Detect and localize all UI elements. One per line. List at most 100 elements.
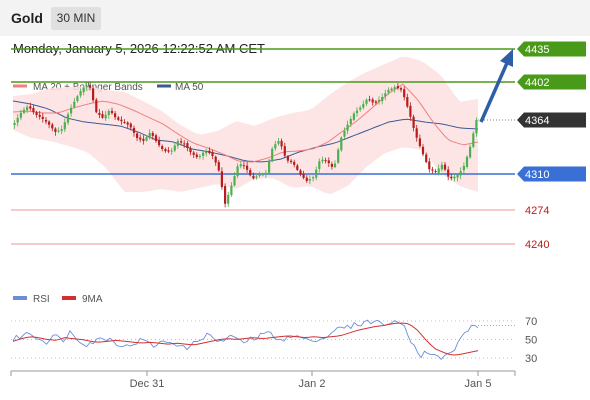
candle-body [107, 111, 110, 115]
candle-body [92, 88, 95, 101]
candle-body [164, 149, 167, 152]
candle-body [239, 164, 242, 167]
candle-body [299, 170, 302, 175]
candle-body [428, 161, 431, 170]
level-badge-label-4435: 4435 [525, 44, 549, 56]
ma50-line [12, 100, 479, 163]
candle-body [54, 128, 57, 132]
candle-body [472, 133, 475, 147]
candle-body [268, 160, 271, 173]
candle-body [208, 150, 211, 154]
level-badge-label-4364: 4364 [525, 115, 549, 127]
level-label-4274: 4274 [525, 205, 549, 217]
rsi-ma-line [12, 322, 479, 356]
candle-body [176, 141, 179, 146]
x-axis-tick-label: Dec 31 [130, 378, 165, 390]
level-label-4240: 4240 [525, 239, 549, 251]
candle-body [421, 146, 425, 155]
candle-body [415, 128, 418, 138]
candle-body [459, 171, 462, 176]
forecast-arrow-head [500, 49, 513, 67]
candle-body [302, 173, 305, 178]
candle-body [255, 176, 258, 178]
candle-body [293, 162, 296, 165]
candle-body [475, 120, 478, 134]
candle-body [70, 107, 73, 114]
candle-body [340, 137, 343, 151]
rsi-tick-50: 50 [525, 335, 537, 347]
candle-body [57, 130, 60, 132]
candle-body [396, 86, 399, 89]
rsi-line [12, 319, 479, 360]
candle-body [261, 173, 264, 176]
candle-body [406, 97, 409, 107]
candle-body [63, 122, 66, 130]
rsi-tick-30: 30 [525, 353, 537, 365]
candle-body [286, 156, 289, 161]
timeframe-button[interactable]: 30 MIN [51, 7, 101, 30]
candle-body [230, 185, 233, 196]
candle-body [85, 86, 88, 88]
candle-body [186, 143, 189, 148]
candle-body [456, 174, 459, 178]
candle-body [264, 172, 267, 175]
legend-label-ma50: MA 50 [175, 82, 204, 93]
rsi-tick-70: 70 [525, 316, 537, 328]
legend-swatch-rsi [13, 296, 27, 300]
candle-body [305, 177, 308, 181]
candle-body [349, 119, 352, 124]
candle-body [330, 164, 333, 167]
candle-body [173, 145, 176, 151]
candle-body [167, 150, 170, 152]
candle-body [136, 133, 139, 139]
candle-body [242, 165, 245, 167]
candle-body [315, 169, 318, 178]
candle-body [117, 117, 120, 120]
candle-body [76, 96, 79, 101]
candle-body [431, 169, 434, 171]
candle-body [145, 137, 148, 141]
candle-body [224, 186, 227, 204]
candle-body [51, 124, 54, 129]
candle-body [114, 113, 117, 118]
candle-body [308, 179, 311, 181]
level-badge-4402 [517, 74, 586, 90]
candle-body [246, 165, 249, 170]
candle-body [434, 171, 437, 172]
candle-body [142, 138, 145, 141]
candle-body [19, 112, 22, 118]
candle-body [195, 154, 198, 158]
candle-body [13, 123, 16, 125]
candle-body [318, 161, 321, 169]
candle-body [214, 156, 217, 163]
candle-body [180, 141, 183, 143]
legend-label-rsi: RSI [33, 294, 50, 305]
candle-body [139, 137, 142, 140]
candle-body [220, 171, 223, 188]
candle-body [271, 148, 274, 162]
candle-body [26, 106, 29, 111]
x-axis-tick-label: Jan 2 [299, 378, 326, 390]
candle-body [126, 122, 129, 125]
candle-body [453, 176, 456, 179]
candle-body [412, 116, 415, 128]
candle-body [462, 166, 465, 171]
candle-body [355, 110, 359, 114]
candle-body [38, 114, 41, 117]
candle-body [280, 140, 283, 147]
candle-body [343, 131, 346, 137]
candle-body [233, 176, 236, 186]
candle-body [359, 107, 362, 110]
candle-body [337, 149, 340, 163]
candle-body [79, 91, 82, 96]
candle-body [450, 176, 453, 179]
candle-body [205, 151, 208, 154]
candle-body [148, 133, 151, 138]
level-badge-4310 [517, 166, 586, 182]
candle-body [189, 148, 192, 153]
candle-body [365, 99, 368, 104]
candle-body [290, 160, 293, 163]
candle-body [101, 114, 104, 118]
candle-body [73, 101, 76, 108]
